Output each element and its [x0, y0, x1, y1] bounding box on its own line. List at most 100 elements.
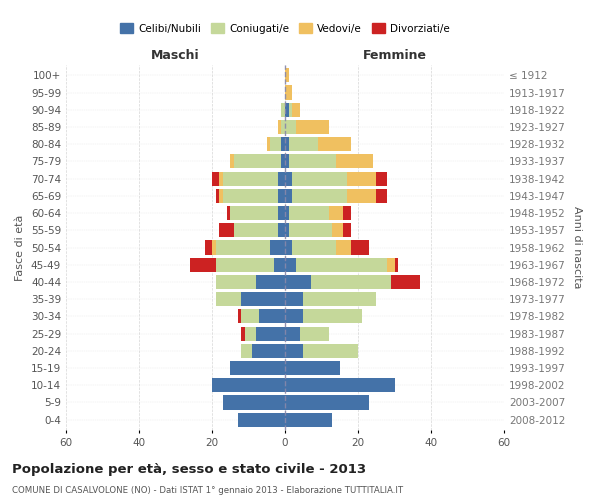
Bar: [292, 172, 347, 185]
Bar: [289, 102, 292, 117]
Bar: [220, 172, 223, 185]
Bar: [205, 240, 212, 254]
Bar: [212, 240, 215, 254]
Bar: [285, 172, 292, 185]
Bar: [215, 258, 274, 272]
Bar: [271, 240, 285, 254]
Bar: [395, 258, 398, 272]
Bar: [223, 172, 278, 185]
Bar: [278, 120, 281, 134]
Text: COMUNE DI CASALVOLONE (NO) - Dati ISTAT 1° gennaio 2013 - Elaborazione TUTTITALI: COMUNE DI CASALVOLONE (NO) - Dati ISTAT …: [12, 486, 403, 495]
Bar: [285, 137, 289, 152]
Bar: [292, 240, 336, 254]
Bar: [223, 189, 278, 203]
Legend: Celibi/Nubili, Coniugati/e, Vedovi/e, Divorziati/e: Celibi/Nubili, Coniugati/e, Vedovi/e, Di…: [116, 19, 454, 38]
Text: Popolazione per età, sesso e stato civile - 2013: Popolazione per età, sesso e stato civil…: [12, 462, 366, 475]
Bar: [223, 396, 285, 409]
Bar: [285, 206, 289, 220]
Bar: [376, 172, 387, 185]
Bar: [292, 102, 299, 117]
Bar: [350, 240, 369, 254]
Bar: [234, 223, 278, 238]
Bar: [347, 189, 376, 203]
Bar: [281, 102, 285, 117]
Bar: [376, 189, 387, 203]
Bar: [190, 258, 215, 272]
Bar: [230, 154, 234, 168]
Bar: [303, 292, 376, 306]
Bar: [227, 206, 230, 220]
Bar: [252, 344, 285, 358]
Bar: [220, 189, 223, 203]
Bar: [234, 154, 281, 168]
Bar: [285, 361, 340, 375]
Bar: [285, 154, 289, 168]
Bar: [256, 275, 285, 289]
Bar: [285, 412, 332, 426]
Bar: [241, 326, 245, 340]
Bar: [329, 206, 343, 220]
Bar: [285, 396, 369, 409]
Bar: [245, 326, 256, 340]
Bar: [278, 223, 285, 238]
Bar: [274, 258, 285, 272]
Bar: [285, 120, 296, 134]
Bar: [241, 310, 259, 324]
Bar: [285, 326, 299, 340]
Bar: [303, 310, 362, 324]
Bar: [215, 275, 256, 289]
Bar: [241, 292, 285, 306]
Bar: [336, 154, 373, 168]
Bar: [285, 102, 289, 117]
Bar: [241, 344, 252, 358]
Bar: [336, 240, 351, 254]
Bar: [303, 344, 358, 358]
Bar: [296, 258, 387, 272]
Bar: [285, 378, 395, 392]
Bar: [212, 172, 220, 185]
Bar: [347, 172, 376, 185]
Bar: [318, 137, 351, 152]
Bar: [215, 292, 241, 306]
Bar: [285, 189, 292, 203]
Bar: [285, 344, 303, 358]
Bar: [238, 310, 241, 324]
Bar: [292, 189, 347, 203]
Bar: [212, 378, 285, 392]
Bar: [278, 172, 285, 185]
Bar: [281, 137, 285, 152]
Bar: [220, 223, 234, 238]
Bar: [215, 189, 220, 203]
Bar: [387, 258, 395, 272]
Bar: [281, 120, 285, 134]
Bar: [278, 189, 285, 203]
Bar: [289, 154, 336, 168]
Bar: [267, 137, 271, 152]
Bar: [215, 240, 271, 254]
Bar: [285, 292, 303, 306]
Bar: [289, 206, 329, 220]
Text: Maschi: Maschi: [151, 48, 200, 62]
Bar: [281, 154, 285, 168]
Bar: [343, 223, 350, 238]
Bar: [343, 206, 350, 220]
Bar: [289, 137, 318, 152]
Bar: [285, 240, 292, 254]
Bar: [299, 326, 329, 340]
Bar: [285, 310, 303, 324]
Bar: [311, 275, 391, 289]
Bar: [285, 68, 289, 82]
Bar: [332, 223, 343, 238]
Bar: [230, 206, 278, 220]
Bar: [256, 326, 285, 340]
Bar: [259, 310, 285, 324]
Bar: [285, 275, 311, 289]
Text: Femmine: Femmine: [362, 48, 427, 62]
Bar: [285, 258, 296, 272]
Bar: [285, 223, 289, 238]
Bar: [238, 412, 285, 426]
Bar: [278, 206, 285, 220]
Bar: [230, 361, 285, 375]
Bar: [285, 86, 292, 100]
Bar: [391, 275, 420, 289]
